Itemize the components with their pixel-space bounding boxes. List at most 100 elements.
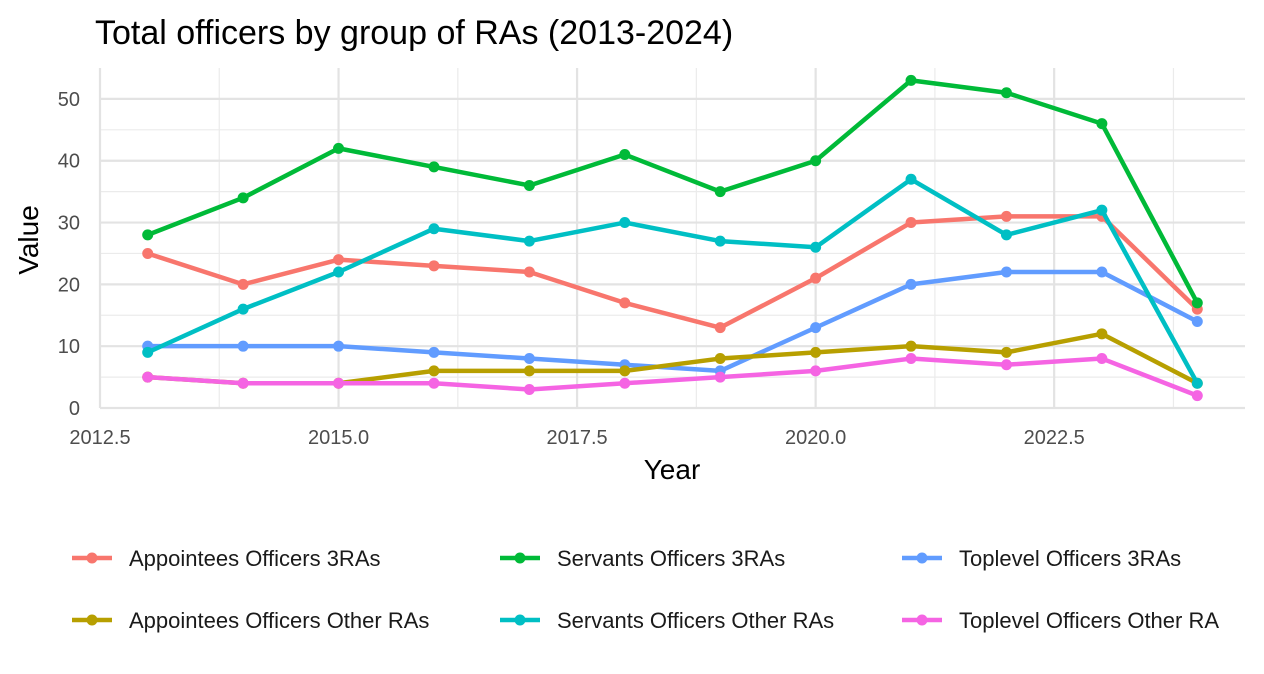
data-point (1191, 377, 1203, 389)
data-point (1000, 359, 1012, 371)
data-point (905, 217, 917, 229)
y-tick-label: 0 (69, 398, 80, 420)
legend-label: Toplevel Officers Other RA (959, 608, 1219, 633)
data-point (810, 322, 822, 334)
data-point (810, 365, 822, 377)
x-axis-ticks: 2012.5 2015.0 2017.5 2020.0 2022.5 (69, 427, 1084, 449)
legend-item: Appointees Officers Other RAs (72, 608, 429, 633)
legend-label: Appointees Officers Other RAs (129, 608, 429, 633)
data-point (714, 322, 726, 334)
data-point (428, 365, 440, 377)
y-axis-ticks: 0 10 20 30 40 50 (58, 89, 80, 420)
legend-label: Servants Officers 3RAs (557, 546, 785, 571)
series-line (147, 269, 1199, 374)
x-tick-label: 2015.0 (308, 427, 369, 449)
data-point (1096, 118, 1108, 130)
data-point (1096, 266, 1108, 278)
series-line (147, 356, 1199, 398)
data-point (333, 340, 345, 352)
legend-item: Appointees Officers 3RAs (72, 546, 381, 571)
data-point (905, 74, 917, 86)
data-point (237, 340, 249, 352)
series-layer (142, 74, 1203, 402)
data-point (1000, 266, 1012, 278)
data-point (714, 371, 726, 383)
legend-key-point (514, 552, 526, 564)
data-point (237, 278, 249, 290)
data-point (905, 353, 917, 365)
data-point (237, 303, 249, 315)
data-point (333, 142, 345, 154)
data-point (810, 346, 822, 358)
legend-key-point (916, 614, 928, 626)
data-point (714, 186, 726, 198)
y-tick-label: 50 (58, 89, 80, 111)
data-point (1191, 390, 1203, 402)
series-4 (142, 173, 1203, 389)
legend-item: Toplevel Officers Other RA (902, 608, 1219, 633)
data-point (523, 383, 535, 395)
data-point (1000, 87, 1012, 99)
y-tick-label: 10 (58, 336, 80, 358)
data-point (619, 149, 631, 161)
legend-key-point (86, 614, 98, 626)
series-5 (142, 353, 1203, 402)
data-point (523, 179, 535, 191)
data-point (142, 371, 154, 383)
grid (98, 68, 1245, 410)
series-1 (142, 74, 1203, 309)
data-point (428, 377, 440, 389)
legend-label: Appointees Officers 3RAs (129, 546, 381, 571)
data-point (523, 353, 535, 365)
data-point (810, 241, 822, 253)
data-point (619, 365, 631, 377)
data-point (619, 297, 631, 309)
data-point (333, 266, 345, 278)
legend-item: Servants Officers Other RAs (500, 608, 834, 633)
data-point (810, 272, 822, 284)
data-point (428, 346, 440, 358)
x-axis-title: Year (644, 454, 701, 485)
data-point (523, 365, 535, 377)
x-tick-label: 2012.5 (69, 427, 130, 449)
data-point (1096, 353, 1108, 365)
y-tick-label: 40 (58, 151, 80, 173)
data-point (714, 235, 726, 247)
y-axis-title: Value (13, 205, 44, 275)
series-line (146, 78, 1200, 304)
data-point (1096, 328, 1108, 340)
data-point (142, 247, 154, 259)
data-point (237, 192, 249, 204)
data-point (428, 161, 440, 173)
data-point (714, 353, 726, 365)
data-point (1191, 297, 1203, 309)
series-line (147, 331, 1199, 386)
legend-item: Servants Officers 3RAs (500, 546, 785, 571)
data-point (1191, 315, 1203, 327)
x-tick-label: 2017.5 (546, 427, 607, 449)
data-point (1000, 210, 1012, 222)
legend-key-point (916, 552, 928, 564)
legend: Appointees Officers 3RAs Servants Officer… (72, 546, 1219, 633)
data-point (523, 266, 535, 278)
data-point (428, 223, 440, 235)
data-point (142, 229, 154, 241)
y-tick-label: 20 (58, 274, 80, 296)
series-line (146, 177, 1200, 385)
data-point (1000, 229, 1012, 241)
legend-key-point (86, 552, 98, 564)
data-point (333, 377, 345, 389)
data-point (905, 340, 917, 352)
data-point (905, 278, 917, 290)
series-line (147, 214, 1199, 330)
chart-title: Total officers by group of RAs (2013-202… (95, 14, 733, 52)
data-point (810, 155, 822, 167)
legend-item: Toplevel Officers 3RAs (902, 546, 1181, 571)
x-tick-label: 2020.0 (785, 427, 846, 449)
legend-label: Servants Officers Other RAs (557, 608, 834, 633)
x-tick-label: 2022.5 (1024, 427, 1085, 449)
data-point (523, 235, 535, 247)
data-point (619, 377, 631, 389)
data-point (905, 173, 917, 185)
